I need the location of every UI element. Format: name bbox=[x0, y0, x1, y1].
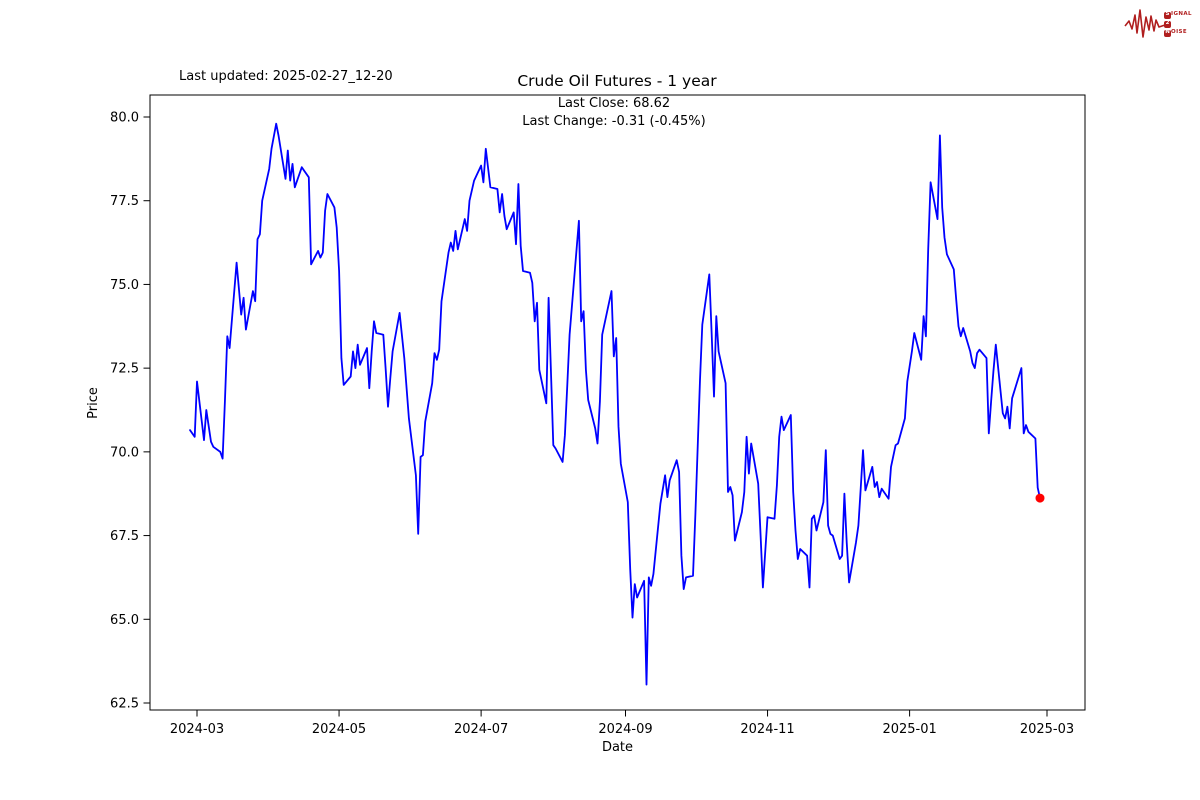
price-line bbox=[189, 122, 1041, 686]
logo-row-2: 2 bbox=[1164, 20, 1192, 28]
last-change-annotation: Last Change: -0.31 (-0.45%) bbox=[522, 114, 706, 129]
waveform-icon bbox=[1124, 9, 1166, 38]
y-tick-label: 62.5 bbox=[110, 697, 139, 712]
x-tick-label: 2024-11 bbox=[740, 722, 794, 737]
x-tick-label: 2024-09 bbox=[598, 722, 652, 737]
y-tick-label: 72.5 bbox=[110, 362, 139, 377]
logo-letter-n: N bbox=[1164, 29, 1171, 37]
logo-letter-2: 2 bbox=[1164, 20, 1171, 28]
x-tick-label: 2024-03 bbox=[170, 722, 224, 737]
logo-row-signal: S IGNAL bbox=[1164, 11, 1192, 19]
last-close-marker bbox=[1035, 493, 1045, 503]
last-updated-text: Last updated: 2025-02-27_12-20 bbox=[179, 69, 393, 84]
x-tick-label: 2024-05 bbox=[312, 722, 366, 737]
x-axis-label: Date bbox=[602, 740, 633, 755]
x-tick-label: 2024-07 bbox=[454, 722, 508, 737]
logo-text: S IGNAL 2 N OISE bbox=[1164, 11, 1192, 37]
logo-letter-s: S bbox=[1164, 11, 1171, 19]
y-axis-label: Price bbox=[86, 387, 101, 419]
y-tick-label: 65.0 bbox=[110, 613, 139, 628]
y-tick-label: 70.0 bbox=[110, 445, 139, 460]
y-tick-label: 77.5 bbox=[110, 194, 139, 209]
last-close-annotation: Last Close: 68.62 bbox=[557, 96, 671, 111]
x-tick-label: 2025-03 bbox=[1020, 722, 1074, 737]
y-tick-label: 75.0 bbox=[110, 278, 139, 293]
logo-row-noise: N OISE bbox=[1164, 29, 1188, 37]
signal2noise-logo: S IGNAL 2 N OISE bbox=[1124, 4, 1192, 44]
plot-border bbox=[149, 94, 1086, 711]
chart-title: Crude Oil Futures - 1 year bbox=[517, 72, 717, 90]
x-tick-label: 2025-01 bbox=[882, 722, 936, 737]
y-tick-label: 67.5 bbox=[110, 529, 139, 544]
y-tick-label: 80.0 bbox=[110, 111, 139, 126]
